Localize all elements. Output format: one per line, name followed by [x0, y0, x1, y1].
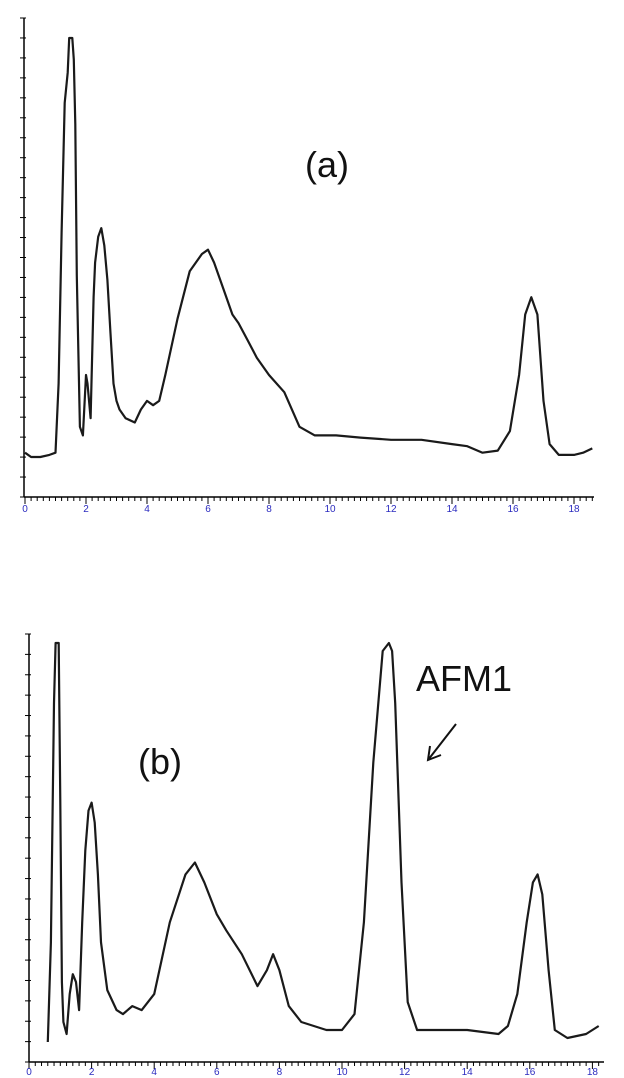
- chromatogram-trace: [24, 36, 593, 459]
- x-tick-label: 2: [89, 1067, 95, 1078]
- x-tick-label: 6: [214, 1067, 220, 1078]
- x-tick-label: 14: [462, 1067, 474, 1078]
- x-tick-label: 12: [399, 1067, 411, 1078]
- x-tick-label: 10: [336, 1067, 348, 1078]
- x-tick-label: 16: [524, 1067, 536, 1078]
- chromatogram-panel-b: 0 2 4 6 8 10 12 14 16 18: [25, 633, 604, 1078]
- x-tick-label: 16: [507, 504, 519, 515]
- x-tick-label: 8: [277, 1067, 283, 1078]
- x-tick-label: 18: [587, 1067, 599, 1078]
- x-tick-label: 6: [205, 504, 211, 515]
- x-tick-label: 12: [385, 504, 397, 515]
- x-tick-label: 4: [144, 504, 150, 515]
- x-tick-label: 18: [568, 504, 580, 515]
- panel-a-label: (a): [305, 144, 349, 185]
- afm1-annotation-label: AFM1: [416, 658, 512, 699]
- x-tick-label: 0: [22, 504, 28, 515]
- x-tick-label: 14: [446, 504, 458, 515]
- chromatogram-trace: [46, 641, 600, 1043]
- panel-b-label: (b): [138, 741, 182, 782]
- afm1-arrow-icon: [426, 723, 457, 762]
- x-tick-label: 0: [26, 1067, 32, 1078]
- x-tick-label: 4: [151, 1067, 157, 1078]
- x-tick-label: 2: [83, 504, 89, 515]
- x-tick-label: 10: [324, 504, 336, 515]
- chromatogram-panel-a: 0 2 4 6 8 10 12 14 16 18: [20, 17, 594, 515]
- x-tick-label: 8: [266, 504, 272, 515]
